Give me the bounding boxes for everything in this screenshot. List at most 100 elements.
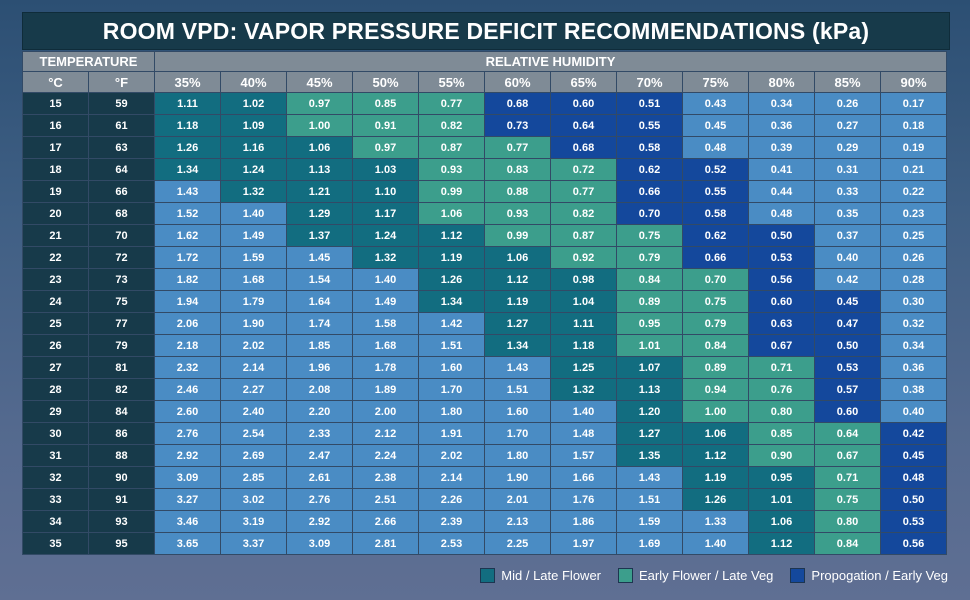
- vpd-cell: 1.96: [286, 356, 353, 379]
- vpd-cell: 0.56: [880, 532, 947, 555]
- table-row: 15 59 1.11 1.02 0.97 0.85 0.77 0.68 0.60 0.51 0.43…: [22, 92, 947, 115]
- chart-title: ROOM VPD: VAPOR PRESSURE DEFICIT RECOMME…: [22, 12, 950, 50]
- vpd-cell: 0.97: [352, 136, 419, 159]
- vpd-cell: 1.27: [484, 312, 551, 335]
- vpd-cell: 1.27: [616, 422, 683, 445]
- vpd-cell: 0.26: [814, 92, 881, 115]
- vpd-cell: 2.61: [286, 466, 353, 489]
- vpd-cell: 0.60: [814, 400, 881, 423]
- vpd-cell: 0.93: [484, 202, 551, 225]
- vpd-cell: 1.02: [220, 92, 287, 115]
- vpd-cell: 2.92: [286, 510, 353, 533]
- vpd-cell: 0.43: [682, 92, 749, 115]
- vpd-cell: 2.46: [154, 378, 221, 401]
- vpd-cell: 1.19: [682, 466, 749, 489]
- vpd-cell: 2.76: [286, 488, 353, 511]
- temperature-header: TEMPERATURE: [22, 51, 155, 72]
- vpd-cell: 0.40: [880, 400, 947, 423]
- vpd-cell: 2.26: [418, 488, 485, 511]
- vpd-cell: 1.49: [352, 290, 419, 313]
- vpd-cell: 0.62: [682, 224, 749, 247]
- vpd-cell: 1.18: [550, 334, 617, 357]
- vpd-cell: 1.90: [220, 312, 287, 335]
- celsius-cell: 19: [22, 180, 89, 203]
- vpd-cell: 3.09: [154, 466, 221, 489]
- table-row: 21 70 1.62 1.49 1.37 1.24 1.12 0.99 0.87 0.75 0.62…: [22, 224, 947, 247]
- legend-item-mid-late-flower: Mid / Late Flower: [480, 568, 601, 583]
- vpd-cell: 0.66: [682, 246, 749, 269]
- table-row: 22 72 1.72 1.59 1.45 1.32 1.19 1.06 0.92 0.79 0.66…: [22, 246, 947, 269]
- vpd-cell: 0.84: [616, 268, 683, 291]
- vpd-cell: 1.48: [550, 422, 617, 445]
- vpd-cell: 2.32: [154, 356, 221, 379]
- humidity-header-cell: 70%: [616, 71, 683, 93]
- vpd-cell: 0.45: [880, 444, 947, 467]
- vpd-cell: 0.72: [550, 158, 617, 181]
- vpd-cell: 0.28: [880, 268, 947, 291]
- vpd-cell: 0.33: [814, 180, 881, 203]
- vpd-cell: 1.70: [418, 378, 485, 401]
- vpd-cell: 0.68: [550, 136, 617, 159]
- vpd-cell: 1.43: [154, 180, 221, 203]
- vpd-cell: 0.77: [550, 180, 617, 203]
- vpd-cell: 0.27: [814, 114, 881, 137]
- fahrenheit-cell: 79: [88, 334, 155, 357]
- legend-item-propogation-early-veg: Propogation / Early Veg: [790, 568, 948, 583]
- table-row: 28 82 2.46 2.27 2.08 1.89 1.70 1.51 1.32 1.13 0.94…: [22, 378, 947, 401]
- vpd-cell: 0.45: [682, 114, 749, 137]
- humidity-header-cell: 55%: [418, 71, 485, 93]
- vpd-cell: 0.29: [814, 136, 881, 159]
- vpd-cell: 2.00: [352, 400, 419, 423]
- vpd-cell: 0.63: [748, 312, 815, 335]
- vpd-cell: 1.51: [484, 378, 551, 401]
- fahrenheit-cell: 75: [88, 290, 155, 313]
- vpd-cell: 0.31: [814, 158, 881, 181]
- vpd-cell: 1.06: [418, 202, 485, 225]
- vpd-cell: 0.76: [748, 378, 815, 401]
- fahrenheit-cell: 91: [88, 488, 155, 511]
- legend-swatch: [790, 568, 806, 583]
- vpd-cell: 0.85: [748, 422, 815, 445]
- humidity-header-cell: 35%: [154, 71, 221, 93]
- vpd-cell: 1.54: [286, 268, 353, 291]
- vpd-cell: 3.02: [220, 488, 287, 511]
- vpd-cell: 1.49: [220, 224, 287, 247]
- vpd-cell: 2.13: [484, 510, 551, 533]
- vpd-cell: 2.25: [484, 532, 551, 555]
- vpd-cell: 0.52: [682, 158, 749, 181]
- table-row: 30 86 2.76 2.54 2.33 2.12 1.91 1.70 1.48 1.27 1.06…: [22, 422, 947, 445]
- vpd-cell: 2.14: [418, 466, 485, 489]
- vpd-cell: 0.95: [748, 466, 815, 489]
- table-row: 33 91 3.27 3.02 2.76 2.51 2.26 2.01 1.76 1.51 1.26…: [22, 488, 947, 511]
- vpd-cell: 0.66: [616, 180, 683, 203]
- vpd-cell: 1.33: [682, 510, 749, 533]
- vpd-cell: 1.17: [352, 202, 419, 225]
- celsius-cell: 25: [22, 312, 89, 335]
- vpd-cell: 0.42: [814, 268, 881, 291]
- fahrenheit-cell: 93: [88, 510, 155, 533]
- vpd-cell: 0.45: [814, 290, 881, 313]
- vpd-cell: 0.56: [748, 268, 815, 291]
- vpd-cell: 3.19: [220, 510, 287, 533]
- vpd-cell: 1.04: [550, 290, 617, 313]
- vpd-cell: 0.22: [880, 180, 947, 203]
- fahrenheit-cell: 59: [88, 92, 155, 115]
- vpd-cell: 0.50: [880, 488, 947, 511]
- table-row: 18 64 1.34 1.24 1.13 1.03 0.93 0.83 0.72 0.62 0.52…: [22, 158, 947, 181]
- fahrenheit-header: °F: [88, 71, 155, 93]
- fahrenheit-cell: 66: [88, 180, 155, 203]
- vpd-cell: 1.34: [418, 290, 485, 313]
- vpd-cell: 2.39: [418, 510, 485, 533]
- celsius-cell: 15: [22, 92, 89, 115]
- vpd-cell: 1.19: [418, 246, 485, 269]
- table-row: 24 75 1.94 1.79 1.64 1.49 1.34 1.19 1.04 0.89 0.75…: [22, 290, 947, 313]
- vpd-cell: 0.47: [814, 312, 881, 335]
- vpd-cell: 1.12: [682, 444, 749, 467]
- vpd-cell: 1.06: [484, 246, 551, 269]
- vpd-cell: 0.55: [616, 114, 683, 137]
- celsius-cell: 32: [22, 466, 89, 489]
- humidity-header-cell: 85%: [814, 71, 881, 93]
- vpd-cell: 3.65: [154, 532, 221, 555]
- vpd-cell: 0.64: [814, 422, 881, 445]
- vpd-cell: 2.06: [154, 312, 221, 335]
